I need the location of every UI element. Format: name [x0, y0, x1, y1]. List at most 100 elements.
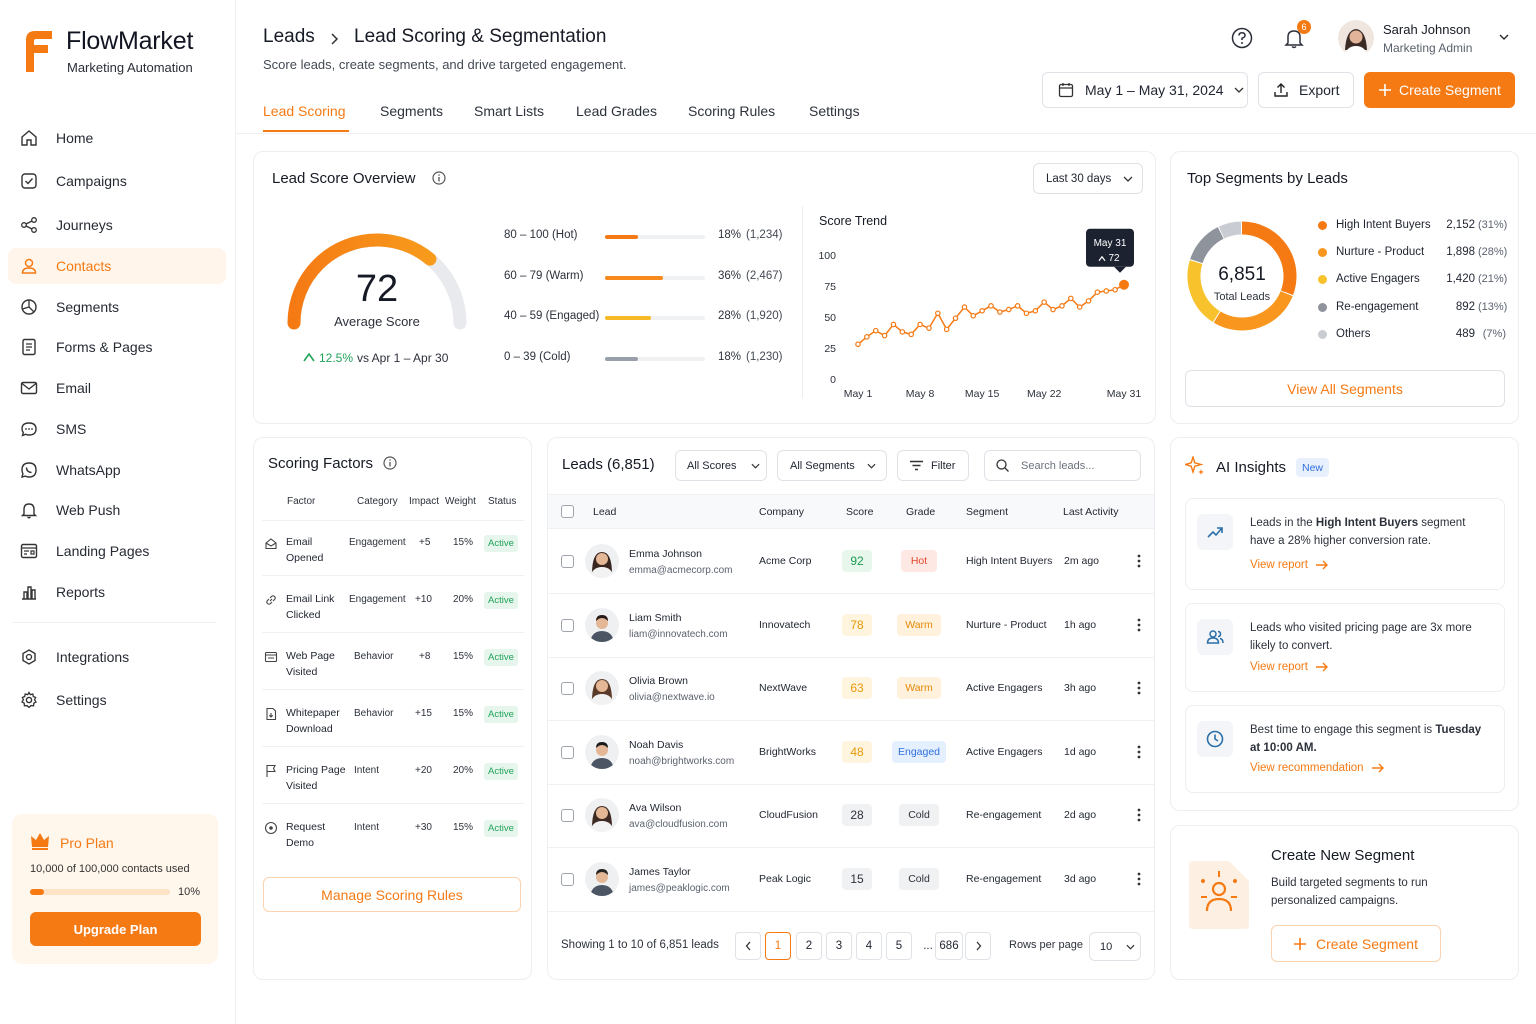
page-button[interactable]: 3 — [826, 932, 852, 960]
tab-scoring-rules[interactable]: Scoring Rules — [688, 103, 776, 119]
row-checkbox[interactable] — [561, 745, 574, 759]
insight-link[interactable]: View report — [1250, 661, 1328, 673]
help-icon[interactable] — [1231, 27, 1253, 49]
donut-slice[interactable] — [1218, 221, 1242, 239]
segments-filter-select[interactable]: All Segments — [777, 450, 887, 481]
trend-point[interactable] — [872, 327, 879, 334]
row-more-options-icon[interactable] — [1137, 745, 1141, 759]
lead-name[interactable]: Olivia Brown — [629, 675, 688, 687]
sidebar-item-landing-pages[interactable]: Landing Pages — [8, 533, 226, 569]
trend-point[interactable] — [1059, 303, 1065, 309]
trend-point[interactable] — [1014, 303, 1021, 309]
trend-point[interactable] — [855, 341, 861, 348]
trend-point[interactable] — [899, 329, 906, 335]
page-button[interactable]: 1 — [765, 932, 791, 960]
trend-point[interactable] — [979, 308, 985, 314]
upgrade-plan-button[interactable]: Upgrade Plan — [30, 912, 201, 946]
insight-link[interactable]: View recommendation — [1250, 762, 1384, 774]
tab-segments[interactable]: Segments — [380, 103, 444, 119]
row-checkbox[interactable] — [561, 872, 574, 886]
trend-point[interactable] — [890, 321, 897, 328]
row-checkbox[interactable] — [561, 809, 574, 822]
trend-point[interactable] — [1112, 286, 1118, 293]
breadcrumb-leads[interactable]: Leads — [263, 26, 315, 47]
row-more-options-icon[interactable] — [1137, 872, 1141, 886]
search-leads-input[interactable]: Search leads... — [984, 450, 1141, 481]
trend-point[interactable] — [917, 321, 923, 328]
trend-point[interactable] — [1041, 299, 1048, 305]
row-checkbox[interactable] — [561, 555, 574, 568]
lead-name[interactable]: Liam Smith — [629, 611, 682, 624]
donut-slice[interactable] — [1187, 260, 1221, 323]
trend-point[interactable] — [1103, 288, 1110, 294]
sidebar-item-whatsapp[interactable]: WhatsApp — [8, 452, 226, 488]
manage-scoring-rules-button[interactable]: Manage Scoring Rules — [263, 877, 521, 912]
page-button[interactable]: 5 — [886, 932, 912, 960]
prev-page-button[interactable] — [735, 932, 761, 960]
trend-point[interactable] — [1032, 308, 1039, 314]
info-icon[interactable] — [432, 171, 446, 185]
trend-point[interactable] — [943, 326, 950, 333]
trend-point[interactable] — [1050, 306, 1056, 313]
lead-name[interactable]: Ava Wilson — [629, 802, 682, 814]
notifications-bell-icon[interactable] — [1283, 27, 1305, 49]
donut-slice[interactable] — [1213, 291, 1293, 331]
export-button[interactable]: Export — [1258, 72, 1354, 108]
date-range-picker[interactable]: May 1 – May 31, 2024 — [1042, 72, 1248, 108]
sidebar-item-sms[interactable]: SMS — [8, 411, 226, 447]
scores-filter-select[interactable]: All Scores — [675, 450, 767, 481]
trend-point[interactable] — [952, 315, 959, 322]
sidebar-item-journeys[interactable]: Journeys — [8, 207, 226, 243]
donut-slice[interactable] — [1241, 221, 1297, 296]
row-more-options-icon[interactable] — [1137, 808, 1141, 822]
create-segment-button[interactable]: Create Segment — [1364, 72, 1515, 108]
tab-settings[interactable]: Settings — [809, 103, 860, 119]
view-all-segments-button[interactable]: View All Segments — [1185, 370, 1505, 407]
trend-point[interactable] — [970, 312, 977, 319]
sidebar-item-settings[interactable]: Settings — [8, 682, 226, 718]
trend-point[interactable] — [908, 331, 915, 338]
user-avatar[interactable] — [1338, 20, 1374, 56]
sidebar-item-reports[interactable]: Reports — [8, 574, 226, 610]
trend-point[interactable] — [935, 310, 941, 317]
next-page-button[interactable] — [965, 932, 991, 960]
lead-name[interactable]: James Taylor — [629, 865, 691, 878]
row-more-options-icon[interactable] — [1137, 618, 1141, 632]
trend-point[interactable] — [988, 303, 994, 309]
lead-name[interactable]: Emma Johnson — [629, 548, 702, 560]
period-select[interactable]: Last 30 days — [1033, 163, 1143, 194]
info-icon[interactable] — [383, 456, 397, 470]
trend-point[interactable] — [997, 309, 1003, 315]
trend-point[interactable] — [1023, 310, 1030, 317]
trend-point[interactable] — [881, 332, 888, 339]
select-all-checkbox[interactable] — [561, 505, 574, 518]
sidebar-item-campaigns[interactable]: Campaigns — [8, 163, 226, 199]
trend-point[interactable] — [961, 304, 968, 310]
sidebar-item-home[interactable]: Home — [8, 120, 226, 156]
create-segment-card-button[interactable]: Create Segment — [1271, 925, 1441, 962]
trend-point[interactable] — [926, 325, 932, 331]
sidebar-item-segments[interactable]: Segments — [8, 289, 226, 325]
row-checkbox[interactable] — [561, 682, 574, 695]
page-button[interactable]: 4 — [856, 932, 882, 960]
page-button[interactable]: 2 — [796, 932, 822, 960]
row-checkbox[interactable] — [561, 618, 574, 632]
trend-point[interactable] — [1085, 298, 1092, 304]
tab-lead-grades[interactable]: Lead Grades — [576, 103, 657, 119]
row-more-options-icon[interactable] — [1137, 681, 1141, 695]
trend-point[interactable] — [1094, 289, 1101, 296]
filter-button[interactable]: Filter — [897, 450, 969, 481]
page-button[interactable]: 686 — [935, 932, 963, 960]
donut-slice[interactable] — [1190, 227, 1224, 264]
trend-point[interactable] — [1005, 306, 1012, 313]
trend-point[interactable] — [864, 334, 870, 340]
tab-smart-lists[interactable]: Smart Lists — [474, 103, 545, 119]
insight-link[interactable]: View report — [1250, 559, 1328, 571]
sidebar-item-email[interactable]: Email — [8, 370, 226, 406]
tab-lead-scoring[interactable]: Lead Scoring — [263, 103, 346, 119]
rows-per-page-select[interactable]: 10 — [1089, 932, 1141, 961]
lead-name[interactable]: Noah Davis — [629, 738, 684, 751]
sidebar-item-contacts[interactable]: Contacts — [8, 248, 226, 284]
user-menu-chevron-down-icon[interactable] — [1498, 33, 1510, 41]
trend-point[interactable] — [1119, 279, 1129, 290]
